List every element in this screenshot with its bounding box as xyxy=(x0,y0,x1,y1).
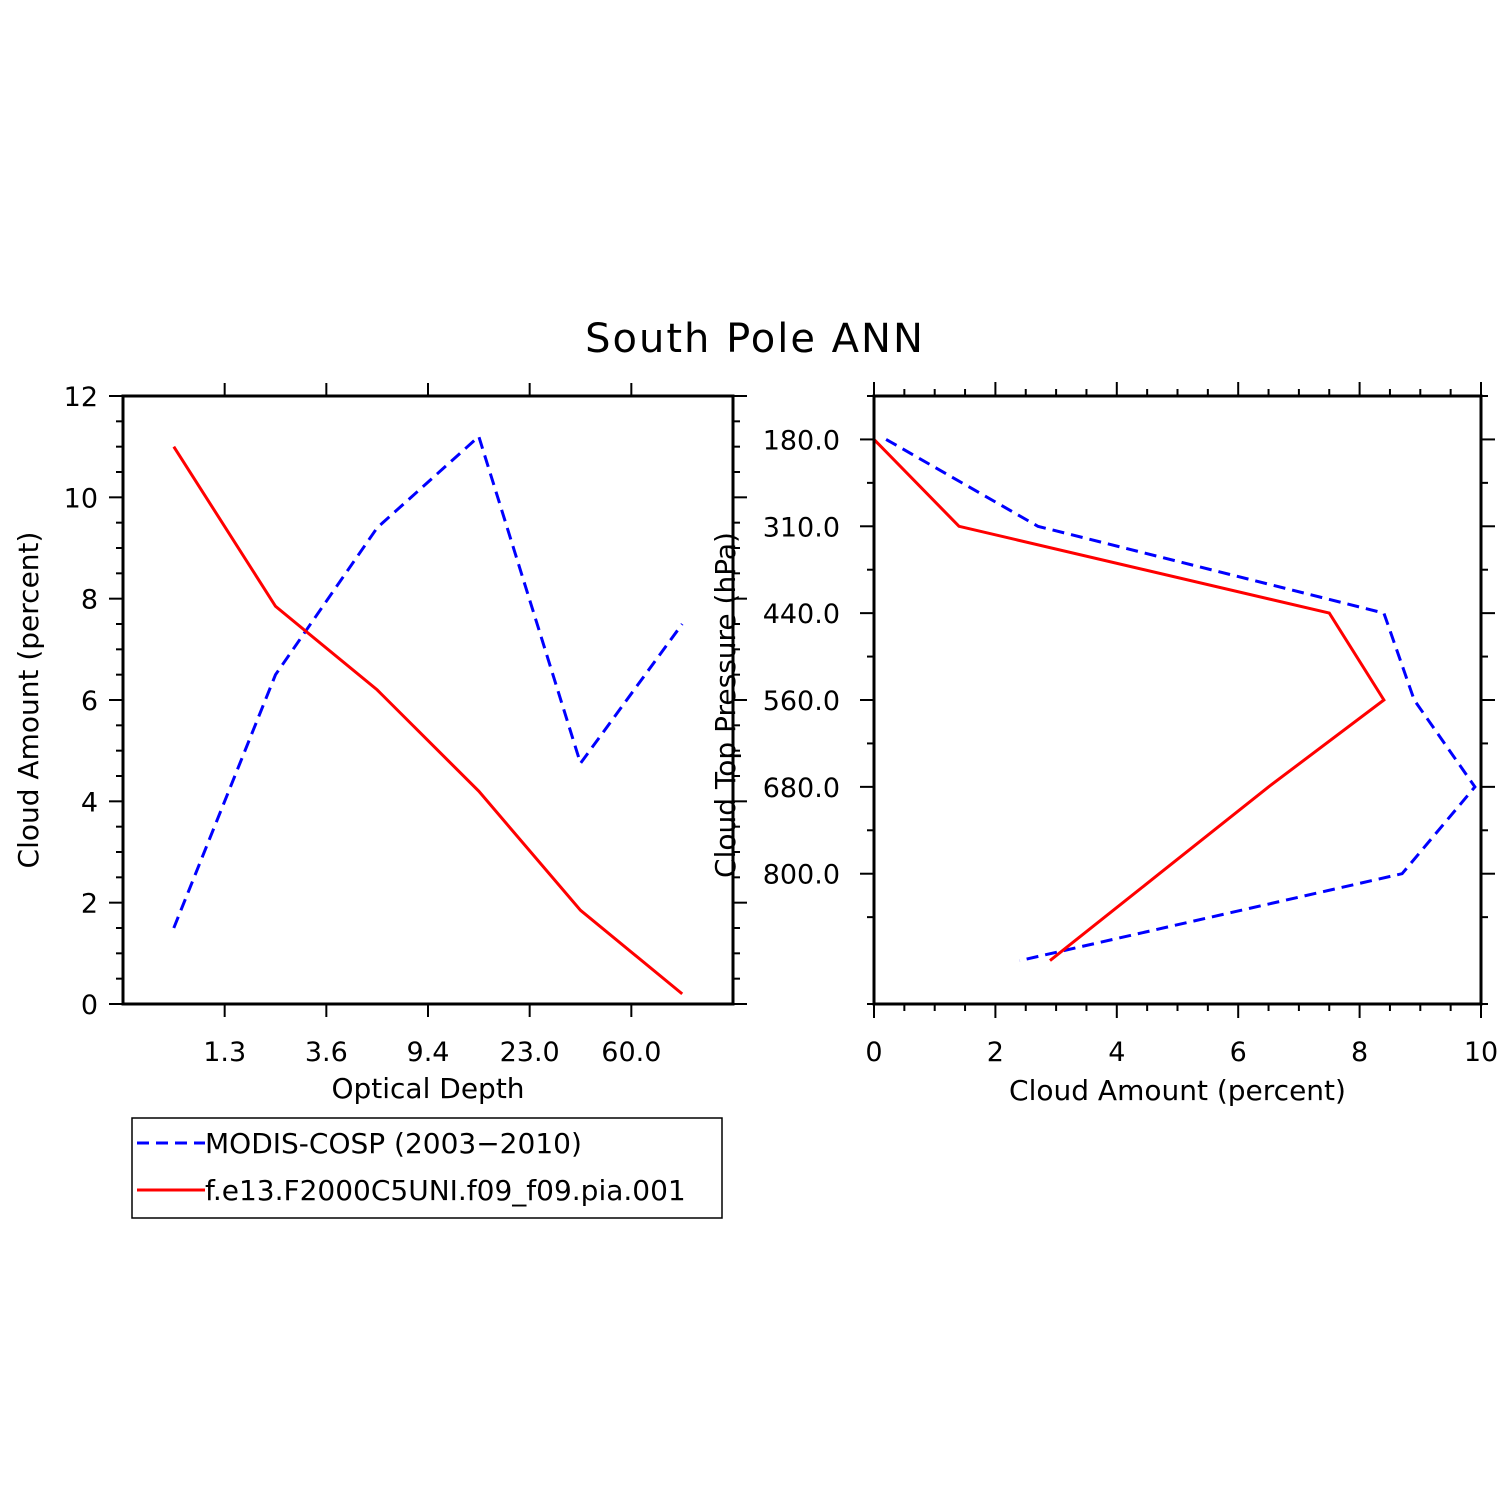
legend: MODIS-COSP (2003−2010) f.e13.F2000C5UNI.… xyxy=(131,1117,723,1219)
plot-frame xyxy=(872,394,1483,1006)
x-tick-label: 23.0 xyxy=(500,1037,560,1068)
x-tick-label: 3.6 xyxy=(305,1037,348,1068)
legend-label-obs: MODIS-COSP (2003−2010) xyxy=(205,1127,582,1160)
y-tick-label: 680.0 xyxy=(763,773,840,804)
series-line-model xyxy=(872,438,1386,962)
y-axis-title: Cloud Amount (percent) xyxy=(12,532,45,869)
y-tick-label: 12 xyxy=(64,382,98,413)
panel-cloud-top-pressure: 0 2 4 6 8 10 180.0 310.0 440.0 560.0 680.0 800.0 Clo… xyxy=(709,382,1498,1107)
series-line-obs xyxy=(172,433,684,929)
y-tick-label: 440.0 xyxy=(763,599,840,630)
y-tick-label: 8 xyxy=(81,585,98,616)
series-line-obs xyxy=(885,438,1477,963)
y-tick-label: 560.0 xyxy=(763,686,840,717)
y-tick-label: 180.0 xyxy=(763,425,840,456)
y-axis-title: Cloud Top Pressure (hPa) xyxy=(709,532,742,878)
legend-label-model: f.e13.F2000C5UNI.f09_f09.pia.001 xyxy=(205,1174,686,1207)
legend-box xyxy=(131,1117,723,1219)
x-tick-label: 60.0 xyxy=(601,1037,661,1068)
x-tick-label: 1.3 xyxy=(203,1037,246,1068)
y-tick-label: 800.0 xyxy=(763,860,840,891)
y-tick-label: 10 xyxy=(64,483,98,514)
x-tick-label: 9.4 xyxy=(407,1037,450,1068)
x-axis-title: Cloud Amount (percent) xyxy=(1009,1074,1346,1107)
x-axis-title: Optical Depth xyxy=(331,1072,524,1105)
panel-optical-depth: 0 2 4 6 8 10 12 1.3 3.6 9.4 23.0 60.0 Optical Depth C… xyxy=(12,382,747,1105)
x-tick-label: 6 xyxy=(1230,1037,1247,1068)
y-tick-label: 0 xyxy=(81,990,98,1021)
x-tick-label: 0 xyxy=(865,1037,882,1068)
series-line-model xyxy=(172,445,684,996)
plot-frame xyxy=(121,394,735,1006)
y-tick-label: 6 xyxy=(81,686,98,717)
y-tick-label: 2 xyxy=(81,889,98,920)
y-tick-label: 310.0 xyxy=(763,512,840,543)
x-tick-label: 10 xyxy=(1464,1037,1498,1068)
figure-title: South Pole ANN xyxy=(585,316,925,362)
x-tick-label: 4 xyxy=(1108,1037,1125,1068)
y-tick-label: 4 xyxy=(81,787,98,818)
x-tick-label: 2 xyxy=(987,1037,1004,1068)
x-tick-label: 8 xyxy=(1351,1037,1368,1068)
